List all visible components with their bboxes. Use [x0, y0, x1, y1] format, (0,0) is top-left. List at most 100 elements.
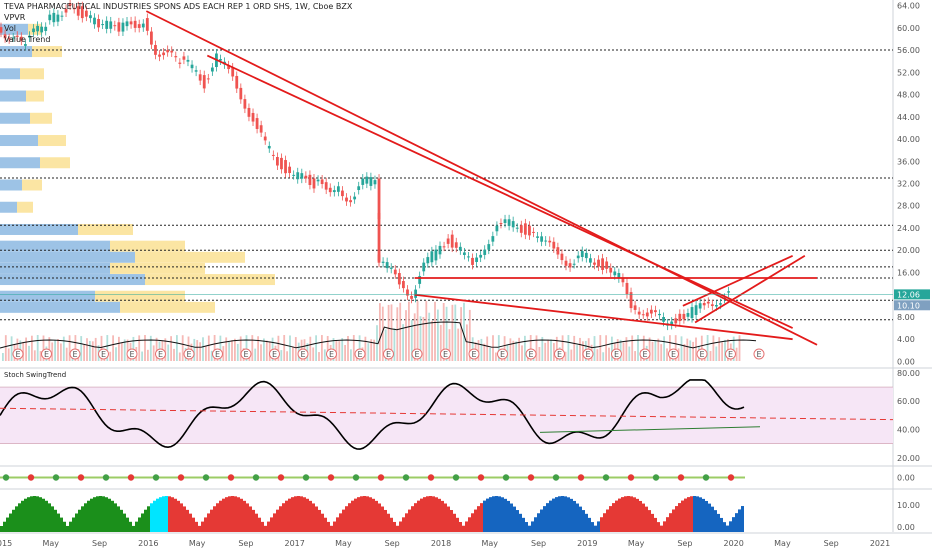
vpvr-bar-blue-15	[0, 301, 120, 313]
candle-body	[23, 44, 27, 46]
hist-bar	[30, 496, 33, 532]
hist-bar	[582, 510, 585, 532]
candle-body	[625, 282, 629, 295]
volume-bar	[294, 337, 297, 361]
osc-dot	[102, 474, 110, 481]
hist-bar	[180, 503, 183, 532]
hist-bar	[321, 513, 324, 532]
hist-bar	[543, 506, 546, 532]
hist-bar	[639, 500, 642, 532]
candle-body	[662, 317, 665, 322]
volume-bar	[178, 352, 181, 361]
hist-bar	[603, 513, 606, 532]
hist-bar	[15, 506, 18, 532]
candle-body	[93, 17, 96, 25]
candle-body	[271, 154, 275, 156]
hist-bar	[648, 510, 651, 532]
candle-body	[312, 178, 316, 189]
candle-body	[377, 212, 381, 261]
candle-body	[503, 219, 507, 224]
hist-bar	[540, 509, 543, 532]
volume-bar	[36, 335, 39, 361]
hist-bar	[663, 521, 666, 532]
candle-body	[507, 219, 511, 226]
x-tick-label: Sep	[531, 539, 546, 548]
rsi-tick-label: 20.00	[897, 454, 920, 463]
hist-bar	[552, 498, 555, 532]
candle-body	[80, 6, 84, 19]
volume-bar	[611, 336, 613, 361]
volume-bar	[379, 303, 381, 361]
candle-body	[345, 197, 348, 202]
hist-bar	[714, 510, 717, 532]
candle-body	[64, 9, 68, 13]
indicator-label-value-trend[interactable]: Value Trend	[4, 35, 51, 44]
volume-bar	[83, 344, 85, 361]
candle-body	[361, 178, 365, 185]
candle-body	[255, 118, 259, 129]
earnings-marker-text: E	[728, 350, 733, 359]
candle-body	[300, 173, 304, 179]
candle-body	[446, 238, 450, 244]
price-tick-label: 32.00	[897, 180, 920, 189]
volume-bar	[210, 350, 213, 361]
osc-dot	[527, 474, 535, 481]
hist-bar	[645, 506, 648, 532]
indicator-label-vol[interactable]: Vol	[4, 24, 16, 33]
volume-bar	[123, 339, 126, 361]
volume-bar	[60, 343, 62, 361]
hist-bar	[306, 498, 309, 532]
hist-bar	[393, 521, 396, 532]
volume-bar	[89, 340, 91, 361]
hist-bar	[621, 497, 624, 532]
hist-bar	[177, 500, 180, 532]
x-tick-label: 2018	[431, 539, 451, 548]
hist-bar	[594, 525, 597, 532]
earnings-marker-text: E	[44, 350, 49, 359]
earnings-marker-circle	[554, 348, 565, 360]
hist-bar	[375, 500, 378, 532]
volume-bar	[721, 342, 723, 361]
rsi-band	[0, 387, 893, 444]
hist-bar	[315, 506, 318, 532]
volume-bar	[231, 340, 233, 361]
volume-bar	[593, 336, 596, 361]
indicator-label-vpvr[interactable]: VPVR	[4, 13, 26, 22]
hist-bar	[567, 497, 570, 532]
earnings-marker: E	[468, 348, 480, 360]
hist-bar	[579, 506, 582, 532]
hist-bar	[6, 517, 9, 532]
earnings-marker: E	[126, 348, 138, 360]
hist-bar	[453, 513, 456, 532]
osc-dot	[452, 474, 460, 481]
vpvr-bar-yellow-12	[110, 262, 205, 274]
earnings-marker-text: E	[386, 350, 391, 359]
hist-bar	[45, 500, 48, 532]
volume-bar	[384, 329, 387, 361]
hist-bar	[141, 513, 144, 532]
candle-body	[48, 14, 52, 21]
volume-bar	[222, 346, 225, 361]
volume-bar	[451, 304, 454, 361]
hist-bar	[384, 509, 387, 532]
earnings-marker: E	[12, 348, 24, 360]
x-tick-label: May	[335, 539, 352, 548]
volume-bar	[367, 343, 370, 361]
rsi-pane-label[interactable]: Stoch SwingTrend	[4, 371, 67, 379]
osc-tick-label: 0.00	[897, 474, 915, 483]
candle-body	[715, 305, 718, 307]
candle-body	[471, 257, 474, 265]
hist-bar	[519, 513, 522, 532]
candle-body	[182, 56, 186, 60]
hist-bar	[630, 496, 633, 532]
osc-dot	[327, 474, 335, 481]
hist-bar	[75, 513, 78, 532]
candle-body	[280, 157, 283, 170]
hist-bar	[66, 525, 69, 532]
volume-bar	[445, 306, 448, 361]
candle-body	[584, 252, 588, 259]
volume-bar	[173, 348, 175, 361]
candle-body	[686, 313, 690, 317]
earnings-marker-circle	[326, 348, 337, 360]
